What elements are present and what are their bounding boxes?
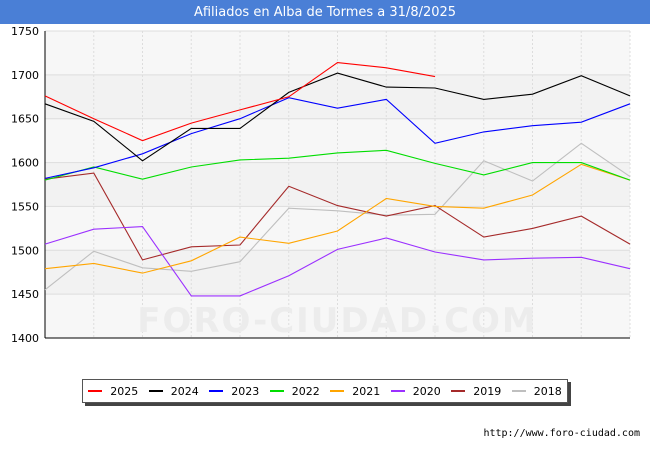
series-line-2018 bbox=[44, 142, 631, 291]
legend-label: 2025 bbox=[110, 384, 139, 398]
legend-item-2025: 2025 bbox=[88, 385, 138, 398]
legend-label: 2021 bbox=[352, 384, 381, 398]
legend-swatch bbox=[269, 390, 284, 392]
chart-legend: 2025 2024 2023 2022 2021 2020 2019 2018 bbox=[82, 379, 568, 403]
series-line-2022 bbox=[44, 149, 631, 181]
legend-label: 2019 bbox=[473, 384, 502, 398]
legend-item-2018: 2018 bbox=[511, 384, 562, 398]
legend-item-2024: 2024 bbox=[148, 384, 199, 398]
legend-label: 2023 bbox=[231, 384, 260, 398]
series-line-2020 bbox=[44, 226, 631, 297]
legend-swatch bbox=[88, 390, 103, 392]
legend-label: 2022 bbox=[291, 384, 320, 398]
legend-item-2019: 2019 bbox=[451, 385, 501, 398]
y-tick-label: 1550 bbox=[11, 200, 39, 213]
legend-swatch bbox=[451, 390, 466, 392]
legend-label: 2024 bbox=[170, 384, 199, 398]
legend-label: 2018 bbox=[533, 384, 562, 398]
legend-swatch bbox=[209, 390, 224, 392]
series-line-2024 bbox=[44, 72, 631, 162]
y-tick-label: 1600 bbox=[11, 157, 39, 170]
y-tick-label: 1500 bbox=[11, 244, 39, 257]
y-tick-label: 1450 bbox=[11, 288, 39, 301]
line-chart: 1400 1450 1500 1550 1600 1650 1700 1750 FORO-CIU… bbox=[11, 25, 631, 344]
legend-item-2023: 2023 bbox=[209, 385, 259, 398]
legend-label: 2020 bbox=[412, 384, 441, 398]
watermark-text: FORO-CIUDAD.COM bbox=[137, 301, 538, 341]
series-line-2025 bbox=[44, 62, 436, 142]
y-tick-label: 1750 bbox=[11, 25, 39, 38]
series-line-2021 bbox=[44, 163, 631, 274]
series-line-2019 bbox=[44, 172, 631, 261]
legend-swatch bbox=[390, 390, 405, 392]
chart-title: Afiliados en Alba de Tormes a 31/8/2025 bbox=[0, 0, 650, 24]
legend-item-2022: 2022 bbox=[269, 384, 320, 398]
series-line-2023 bbox=[44, 97, 631, 179]
legend-swatch bbox=[148, 390, 163, 392]
legend-item-2021: 2021 bbox=[330, 385, 380, 398]
legend-swatch bbox=[511, 390, 526, 392]
source-url: http://www.foro-ciudad.com bbox=[483, 428, 640, 439]
legend-item-2020: 2020 bbox=[390, 384, 441, 398]
legend-swatch bbox=[330, 390, 345, 392]
y-tick-label: 1400 bbox=[11, 332, 39, 344]
chart-title-text: Afiliados en Alba de Tormes a 31/8/2025 bbox=[193, 4, 457, 20]
y-tick-label: 1650 bbox=[11, 113, 39, 126]
y-tick-label: 1700 bbox=[11, 69, 39, 82]
